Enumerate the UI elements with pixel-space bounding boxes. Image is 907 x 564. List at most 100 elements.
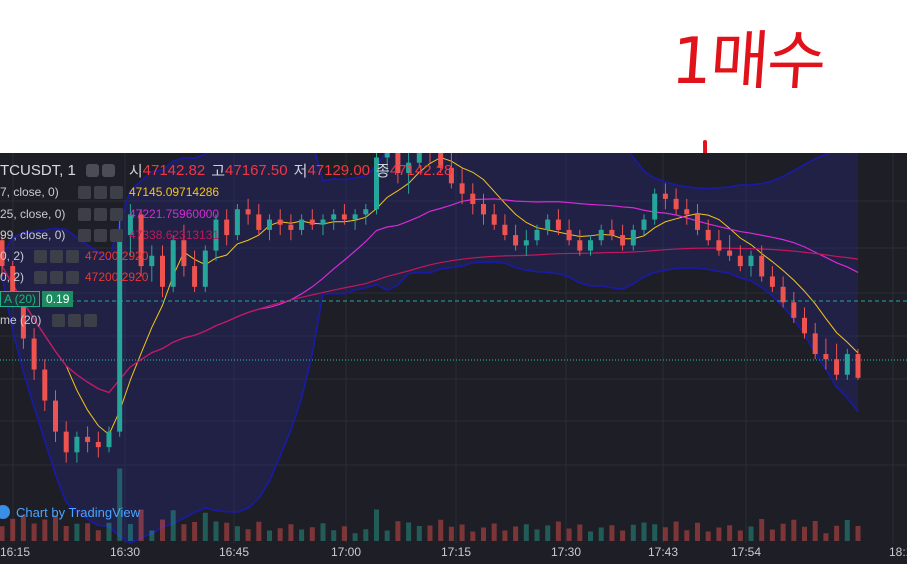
- volume-bar: [780, 523, 786, 541]
- candle-body: [566, 229, 572, 241]
- eye-icon[interactable]: [85, 163, 99, 177]
- volume-bar: [374, 509, 379, 541]
- indicator-label: 7, close, 0): [0, 185, 59, 199]
- eye-icon[interactable]: [78, 185, 91, 199]
- close-icon[interactable]: [110, 207, 123, 221]
- rsi-value: 0.19: [42, 291, 74, 307]
- tradingview-logo-icon: [0, 505, 10, 519]
- candle-body: [481, 204, 486, 215]
- time-tick-label: 16:15: [0, 545, 31, 559]
- indicator-value: 47221.75960000: [129, 207, 220, 221]
- candle-body: [620, 235, 626, 246]
- eye-icon[interactable]: [78, 228, 91, 242]
- candle-body: [641, 219, 647, 230]
- volume-bar: [823, 533, 829, 541]
- volume-bar: [42, 519, 48, 541]
- volume-bar: [438, 519, 444, 541]
- volume-label: me (20): [0, 313, 42, 327]
- volume-bar: [117, 468, 123, 541]
- volume-bar: [213, 521, 219, 541]
- candle-body: [448, 167, 454, 184]
- candle-body: [588, 240, 593, 251]
- close-icon[interactable]: [110, 185, 123, 199]
- volume-bar: [288, 524, 294, 541]
- candle-body: [727, 250, 733, 256]
- low-label: 저: [293, 162, 308, 180]
- close-icon[interactable]: [84, 313, 97, 327]
- candle-body: [502, 224, 508, 236]
- low-value: 47129.00: [307, 161, 371, 179]
- header-buttons[interactable]: [85, 163, 115, 177]
- candle-body: [256, 214, 262, 230]
- volume-bar: [620, 530, 626, 541]
- candle-body: [127, 214, 133, 236]
- close-icon[interactable]: [66, 249, 79, 263]
- eye-icon[interactable]: [34, 249, 47, 263]
- watermark-text: Chart by TradingView: [16, 504, 141, 520]
- eye-icon[interactable]: [52, 313, 65, 327]
- indicator-buttons[interactable]: [78, 207, 123, 221]
- volume-bar: [769, 529, 775, 541]
- time-tick-label: 16:30: [109, 545, 141, 559]
- price-chart[interactable]: [0, 153, 907, 564]
- close-value: 47142.28: [389, 161, 453, 179]
- symbol-label: TCUSDT, 1: [0, 161, 76, 179]
- candle-body: [823, 354, 829, 360]
- candle-body: [74, 436, 80, 453]
- gear-icon[interactable]: [94, 185, 107, 199]
- candle-body: [213, 219, 219, 251]
- volume-bar: [662, 527, 668, 541]
- indicator-label: 0, 2): [0, 270, 25, 284]
- indicator-row-rsi: A (20) 0.19: [0, 290, 74, 308]
- volume-bar: [31, 523, 37, 541]
- volume-bar: [363, 529, 369, 541]
- volume-bar: [224, 522, 230, 541]
- candle-body: [523, 240, 529, 246]
- indicator-row-volume: me (20): [0, 311, 103, 329]
- volume-bar: [53, 515, 58, 541]
- time-tick-label: 17:43: [647, 545, 679, 559]
- indicator-buttons[interactable]: [78, 228, 123, 242]
- chart-panel[interactable]: TCUSDT, 1 시 47142.82 고 47167.50 저 47129.00 …: [0, 153, 907, 564]
- volume-bar: [20, 514, 26, 541]
- indicator-value: 47338.62313131: [129, 228, 220, 242]
- gear-icon[interactable]: [94, 207, 107, 221]
- candle-body: [138, 214, 144, 267]
- indicator-buttons[interactable]: [78, 185, 123, 199]
- volume-bar: [491, 523, 497, 541]
- candle-body: [149, 255, 155, 267]
- indicator-buttons[interactable]: [34, 270, 79, 284]
- gear-icon[interactable]: [68, 313, 81, 327]
- volume-bar: [181, 524, 187, 541]
- gear-icon[interactable]: [101, 163, 115, 177]
- chart-header: TCUSDT, 1 시 47142.82 고 47167.50 저 47129.00 …: [0, 159, 452, 181]
- volume-bar: [630, 524, 636, 541]
- gear-icon[interactable]: [50, 249, 63, 263]
- volume-bar: [448, 526, 454, 541]
- rsi-label[interactable]: A (20): [0, 291, 41, 307]
- gear-icon[interactable]: [50, 270, 63, 284]
- candle-body: [170, 240, 176, 287]
- volume-bar: [320, 523, 326, 541]
- candle-body: [791, 302, 797, 318]
- eye-icon[interactable]: [78, 207, 91, 221]
- candle-body: [470, 193, 476, 205]
- close-icon[interactable]: [66, 270, 79, 284]
- volume-bar: [202, 512, 208, 541]
- close-icon[interactable]: [110, 228, 123, 242]
- indicator-buttons[interactable]: [52, 313, 97, 327]
- indicator-label: 0, 2): [0, 249, 25, 263]
- indicator-buttons[interactable]: [34, 249, 79, 263]
- candle-body: [85, 436, 91, 442]
- gear-icon[interactable]: [94, 228, 107, 242]
- candle-body: [705, 229, 711, 241]
- candle-body: [374, 157, 379, 210]
- time-tick-label: 17:30: [550, 545, 582, 559]
- candle-body: [534, 229, 540, 241]
- candle-body: [630, 229, 636, 246]
- volume-bar: [63, 526, 69, 541]
- eye-icon[interactable]: [34, 270, 47, 284]
- volume-bar: [192, 522, 198, 541]
- tradingview-watermark[interactable]: Chart by TradingView: [0, 502, 140, 522]
- candle-body: [802, 317, 807, 334]
